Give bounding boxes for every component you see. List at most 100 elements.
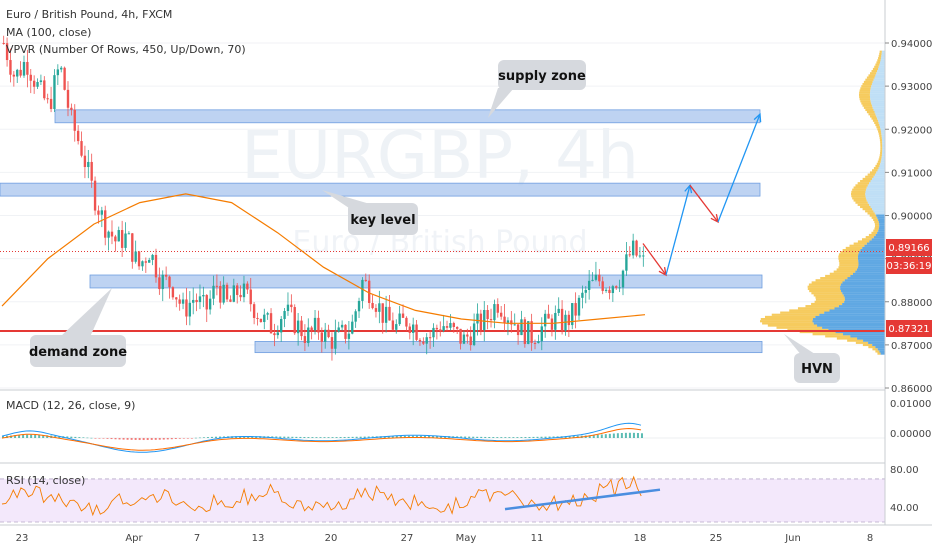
vpvr-bar-down bbox=[863, 80, 873, 84]
vpvr-bar-down bbox=[868, 74, 876, 77]
vpvr-bar-up bbox=[880, 130, 885, 133]
candle-body bbox=[12, 74, 16, 77]
macd-histogram-bar bbox=[407, 435, 410, 438]
arrow-head bbox=[753, 112, 762, 123]
vpvr-bar-up bbox=[880, 59, 885, 62]
chart-title: Euro / British Pound, 4h, FXCM bbox=[6, 8, 172, 21]
macd-pane bbox=[0, 422, 885, 453]
vpvr-bar-down bbox=[880, 149, 883, 153]
macd-histogram-bar bbox=[210, 436, 213, 438]
macd-histogram-bar bbox=[576, 435, 579, 438]
macd-histogram-bar bbox=[86, 437, 89, 439]
macd-histogram-bar bbox=[432, 435, 435, 438]
macd-histogram-bar bbox=[395, 435, 398, 438]
macd-histogram-bar bbox=[568, 436, 571, 438]
vpvr-bar-up bbox=[858, 253, 885, 256]
watermark-symbol: EURGBP, 4h bbox=[241, 117, 639, 194]
candle-body bbox=[516, 324, 520, 336]
vpvr-bar-up bbox=[880, 61, 885, 64]
candle-body bbox=[608, 289, 611, 294]
candle-body bbox=[604, 289, 608, 291]
hvn-callout[interactable]: HVN bbox=[784, 334, 840, 383]
vpvr-bar-down bbox=[861, 85, 872, 88]
rsi-legend[interactable]: RSI (14, close) bbox=[6, 474, 85, 487]
candle-body bbox=[411, 324, 415, 333]
vpvr-bar-up bbox=[867, 184, 885, 187]
vpvr-bar-down bbox=[877, 160, 881, 163]
macd-histogram-bar bbox=[2, 435, 4, 438]
candle-body bbox=[340, 324, 344, 328]
price-axis[interactable]: 0.940000.930000.920000.910000.900000.890… bbox=[884, 0, 932, 525]
macd-histogram-bar bbox=[532, 436, 535, 438]
vpvr-bar-down bbox=[849, 244, 865, 247]
vpvr-bar-up bbox=[874, 111, 885, 114]
candle-body bbox=[22, 61, 26, 76]
vpvr-bar-down bbox=[879, 52, 882, 55]
vpvr-bar-up bbox=[870, 95, 885, 99]
macd-tick-high: 0.01000 bbox=[890, 399, 931, 410]
macd-histogram-bar bbox=[351, 436, 354, 438]
candle-body bbox=[171, 287, 175, 298]
macd-histogram-bar bbox=[540, 436, 543, 438]
vpvr-bar-up bbox=[838, 305, 885, 308]
macd-histogram-bar bbox=[78, 437, 81, 438]
candle-body bbox=[43, 80, 46, 99]
candle-body bbox=[354, 311, 357, 322]
candle-body bbox=[242, 283, 246, 298]
candle-body bbox=[479, 313, 483, 331]
vpvr-bar-up bbox=[841, 289, 885, 293]
macd-legend[interactable]: MACD (12, 26, close, 9) bbox=[6, 399, 135, 412]
candle-body bbox=[499, 312, 503, 317]
vpvr-bar-up bbox=[844, 300, 885, 303]
vpvr-bar-up bbox=[847, 277, 885, 280]
macd-histogram-bar bbox=[30, 434, 33, 438]
vpvr-bar-down bbox=[839, 261, 859, 265]
key-level-callout[interactable]: key level bbox=[322, 190, 418, 235]
vpvr-bar-up bbox=[880, 352, 885, 355]
vpvr-bar-up bbox=[824, 311, 885, 314]
time-axis[interactable]: 23 Apr 7 13 20 27 May 11 18 25 Jun 8 bbox=[0, 524, 932, 544]
candle-body bbox=[418, 339, 422, 342]
vpvr-bar-up bbox=[878, 167, 885, 170]
candle-body bbox=[503, 316, 506, 323]
vpvr-bar-up bbox=[844, 279, 885, 282]
candle-body bbox=[120, 230, 124, 248]
macd-histogram-bar bbox=[528, 436, 531, 438]
vpvr-bar-down bbox=[878, 54, 882, 58]
vpvr-bar-down bbox=[807, 285, 841, 288]
macd-histogram-bar bbox=[142, 438, 145, 441]
macd-histogram-bar bbox=[42, 435, 45, 438]
watermark-name: Euro / British Pound bbox=[292, 225, 587, 260]
candle-body bbox=[357, 300, 361, 312]
macd-histogram-bar bbox=[480, 436, 483, 438]
vpvr-bar-down bbox=[875, 123, 880, 127]
vpvr-bar-up bbox=[875, 74, 885, 77]
candle-body bbox=[506, 320, 510, 323]
vpvr-bar-up bbox=[881, 158, 885, 161]
macd-histogram-bar bbox=[186, 438, 189, 439]
vpvr-bar-up bbox=[822, 326, 885, 329]
candle-body bbox=[239, 294, 242, 298]
vpvr-bar-up bbox=[881, 52, 885, 55]
vpvr-bar-down bbox=[840, 251, 860, 254]
vpvr-bar-up bbox=[869, 240, 885, 243]
candle-body bbox=[543, 313, 547, 327]
vpvr-bar-up bbox=[865, 195, 885, 198]
macd-histogram-bar bbox=[536, 436, 539, 438]
demand-callout[interactable]: demand zone bbox=[29, 288, 127, 367]
candle-body bbox=[466, 334, 469, 337]
macd-histogram-bar bbox=[198, 437, 201, 439]
candle-body bbox=[114, 236, 117, 242]
vpvr-bar-down bbox=[860, 205, 871, 209]
macd-histogram-bar bbox=[596, 434, 599, 438]
supply-callout[interactable]: supply zone bbox=[488, 60, 586, 118]
vpvr-bar-up bbox=[878, 220, 885, 224]
ma-legend[interactable]: MA (100, close) bbox=[6, 26, 91, 39]
vpvr-legend[interactable]: VPVR (Number Of Rows, 450, Up/Down, 70) bbox=[6, 43, 246, 56]
macd-histogram-bar bbox=[488, 437, 491, 438]
candle-body bbox=[266, 313, 269, 315]
vpvr-bar-down bbox=[860, 87, 871, 90]
macd-histogram-bar bbox=[632, 432, 635, 438]
candle-body bbox=[361, 279, 364, 301]
